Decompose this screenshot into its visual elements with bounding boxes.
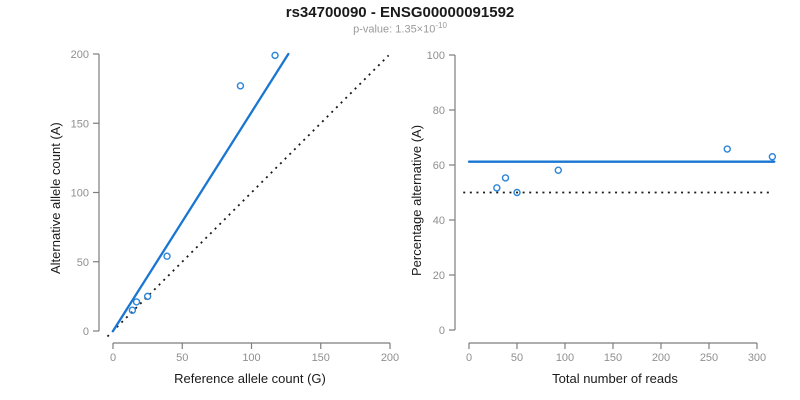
left-x-axis-title: Reference allele count (G) [174,371,326,386]
x-tick-label: 300 [748,352,766,364]
data-point [163,252,171,260]
y-tick-label: 0 [439,325,445,337]
y-tick-label: 200 [71,49,89,61]
left-plot: 0 50 100 150 200 0 50 100 150 200 [71,49,400,364]
x-tick-label: 200 [652,352,670,364]
y-tick-label: 80 [433,105,445,117]
x-tick-label: 250 [700,352,718,364]
data-point [132,298,141,306]
data-point [128,306,137,314]
y-tick-label: 150 [71,118,89,130]
plot-title: rs34700090 - ENSG00000091592 [285,4,515,21]
data-point [236,82,245,90]
x-tick-label: 100 [242,352,260,364]
y-tick-label: 100 [427,50,445,62]
x-tick-label: 0 [466,352,472,364]
y-tick-label: 100 [71,188,89,200]
data-point [513,188,521,197]
x-tick-label: 50 [511,352,523,364]
p-value-text: p-value: 1.35×10 [353,23,436,36]
y-tick-label: 0 [83,326,89,338]
y-tick-label: 50 [77,257,89,269]
data-point [271,51,279,60]
x-tick-label: 100 [556,352,574,364]
x-tick-label: 200 [381,352,399,364]
plot-subtitle: p-value: 1.35×10-10 [353,21,447,36]
y-tick-label: 60 [433,160,445,172]
right-x-axis-title: Total number of reads [552,371,678,386]
data-point [493,184,501,192]
data-point [143,292,152,301]
dotted-reference-line [106,54,390,338]
right-plot: 0 20 40 60 80 100 0 50 100 150 200 250 300 [427,50,777,364]
x-tick-label: 0 [110,352,116,364]
y-tick-label: 20 [433,270,445,282]
x-tick-label: 150 [312,352,330,364]
data-point [768,153,777,161]
fit-line [111,52,290,333]
x-tick-label: 50 [176,352,188,364]
y-tick-label: 40 [433,215,445,227]
x-tick-label: 150 [604,352,622,364]
data-point [723,145,731,153]
data-point [554,166,562,174]
data-point [501,174,510,182]
p-value-exponent: -10 [435,21,447,30]
